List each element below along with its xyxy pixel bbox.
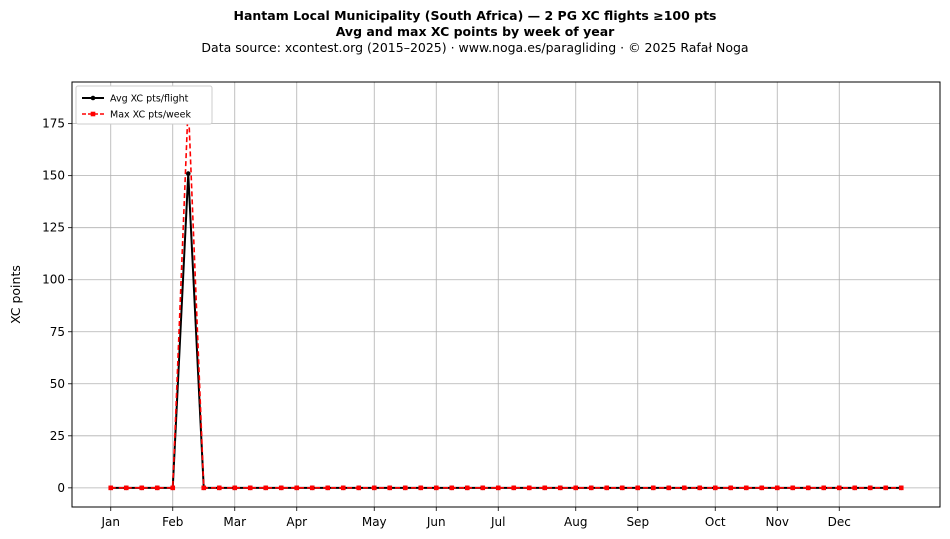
series-1-point [542, 485, 548, 491]
series-1-point [681, 485, 687, 491]
chart-title: Hantam Local Municipality (South Africa)… [233, 8, 717, 23]
x-tick-label-mar: Mar [223, 515, 246, 529]
legend-marker-1 [90, 111, 96, 117]
series-1-point [852, 485, 858, 491]
series-1-point [294, 485, 300, 491]
chart-title-block: Hantam Local Municipality (South Africa)… [0, 8, 950, 56]
series-1-point [232, 485, 238, 491]
series-1-point [325, 485, 331, 491]
series-1-point [464, 485, 470, 491]
series-1-point [805, 485, 811, 491]
series-1-point [836, 485, 842, 491]
y-tick-label: 75 [50, 325, 65, 339]
series-1-point [449, 485, 455, 491]
series-1-point [387, 485, 393, 491]
x-tick-label-apr: Apr [286, 515, 307, 529]
legend-box [75, 85, 213, 125]
series-1-point [867, 485, 873, 491]
series-1-point [650, 485, 656, 491]
legend-marker-0 [90, 95, 96, 101]
series-1-point [495, 485, 501, 491]
x-tick-label-aug: Aug [564, 515, 587, 529]
series-1-point [526, 485, 532, 491]
x-tick-label-may: May [362, 515, 387, 529]
series-1-point [790, 485, 796, 491]
series-1-point [774, 485, 780, 491]
series-1-point [728, 485, 734, 491]
series-1-point [588, 485, 594, 491]
series-1-point [759, 485, 765, 491]
x-tick-label-feb: Feb [162, 515, 183, 529]
series-1-point [604, 485, 610, 491]
series-1-point [573, 485, 579, 491]
series-1-point [635, 485, 641, 491]
series-1-point [433, 485, 439, 491]
series-1-point [883, 485, 889, 491]
legend-label-0: Avg XC pts/flight [110, 94, 189, 105]
series-0-point [185, 171, 191, 176]
series-1-point [480, 485, 486, 491]
series-1-point [263, 485, 269, 491]
series-1-point [371, 485, 377, 491]
series-1-point [154, 485, 160, 491]
series-1-point [511, 485, 517, 491]
legend: Avg XC pts/flight Max XC pts/week [75, 85, 213, 125]
series-1-point [697, 485, 703, 491]
series-1-point [356, 485, 362, 491]
series-1-point [557, 485, 563, 491]
series-layer [108, 100, 904, 491]
y-tick-label: 50 [50, 377, 65, 391]
series-1-point [619, 485, 625, 491]
series-1-point [666, 485, 672, 491]
series-1-point [340, 485, 346, 491]
series-1-point [821, 485, 827, 491]
series-1-point [898, 485, 904, 491]
series-1-point [743, 485, 749, 491]
y-tick-label: 25 [50, 429, 65, 443]
legend-label-1: Max XC pts/week [110, 110, 191, 121]
series-line-0 [110, 172, 902, 489]
series-1-point [247, 485, 253, 491]
y-tick-label: 100 [42, 273, 65, 287]
x-tick-label-oct: Oct [705, 515, 726, 529]
series-line-1 [110, 102, 902, 489]
x-tick-label-sep: Sep [626, 515, 649, 529]
x-tick-label-jul: Jul [490, 515, 505, 529]
series-1-point [216, 485, 222, 491]
y-tick-label: 175 [42, 117, 65, 131]
chart-source-line: Data source: xcontest.org (2015–2025) · … [201, 40, 749, 55]
series-1-point [418, 485, 424, 491]
series-1-point [170, 485, 176, 491]
x-tick-label-jun: Jun [426, 515, 446, 529]
x-tick-label-nov: Nov [766, 515, 789, 529]
chart-subtitle: Avg and max XC points by week of year [335, 24, 615, 39]
x-tick-label-dec: Dec [828, 515, 851, 529]
series-1-point [278, 485, 284, 491]
series-1-point [139, 485, 145, 491]
series-1-point [201, 485, 207, 491]
plot-frame [71, 81, 941, 508]
legend-entries: Avg XC pts/flight Max XC pts/week [82, 94, 191, 121]
y-tick-label: 0 [57, 481, 65, 495]
y-tick-label: 125 [42, 221, 65, 235]
series-1-point [402, 485, 408, 491]
x-tick-label-jan: Jan [101, 515, 121, 529]
y-axis-label: XC points [8, 265, 23, 324]
y-tick-label: 150 [42, 169, 65, 183]
series-1-point [712, 485, 718, 491]
series-1-point [108, 485, 114, 491]
series-1-point [309, 485, 315, 491]
axis-ticks: 0 25 50 75 100 125 150 175 Jan Feb Mar Apr May Jun Jul… [42, 117, 851, 529]
series-1-point [123, 485, 129, 491]
